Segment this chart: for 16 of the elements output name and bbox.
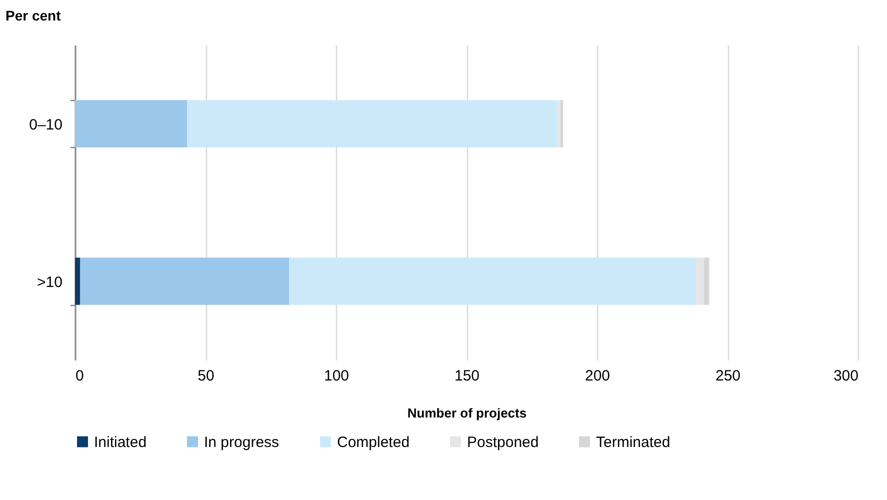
- y-axis-title: Per cent: [6, 8, 62, 24]
- y-tick-label: 0–10: [29, 116, 62, 134]
- legend-label: Completed: [337, 434, 410, 451]
- x-tick-label: 100: [324, 368, 350, 384]
- legend-label: Postponed: [467, 434, 539, 451]
- legend-label: In progress: [204, 434, 280, 451]
- x-tick-label: 50: [198, 368, 214, 384]
- x-tick-label: 200: [584, 368, 610, 384]
- x-axis-title: Number of projects: [407, 406, 527, 420]
- legend-label: Initiated: [94, 434, 147, 451]
- legend-label: Terminated: [596, 434, 670, 451]
- x-tick-label: 0: [76, 368, 84, 384]
- x-tick-label: 250: [715, 368, 741, 384]
- y-tick-label: >10: [37, 274, 62, 291]
- x-tick-label: 300: [833, 368, 858, 384]
- x-tick-label: 150: [454, 368, 480, 384]
